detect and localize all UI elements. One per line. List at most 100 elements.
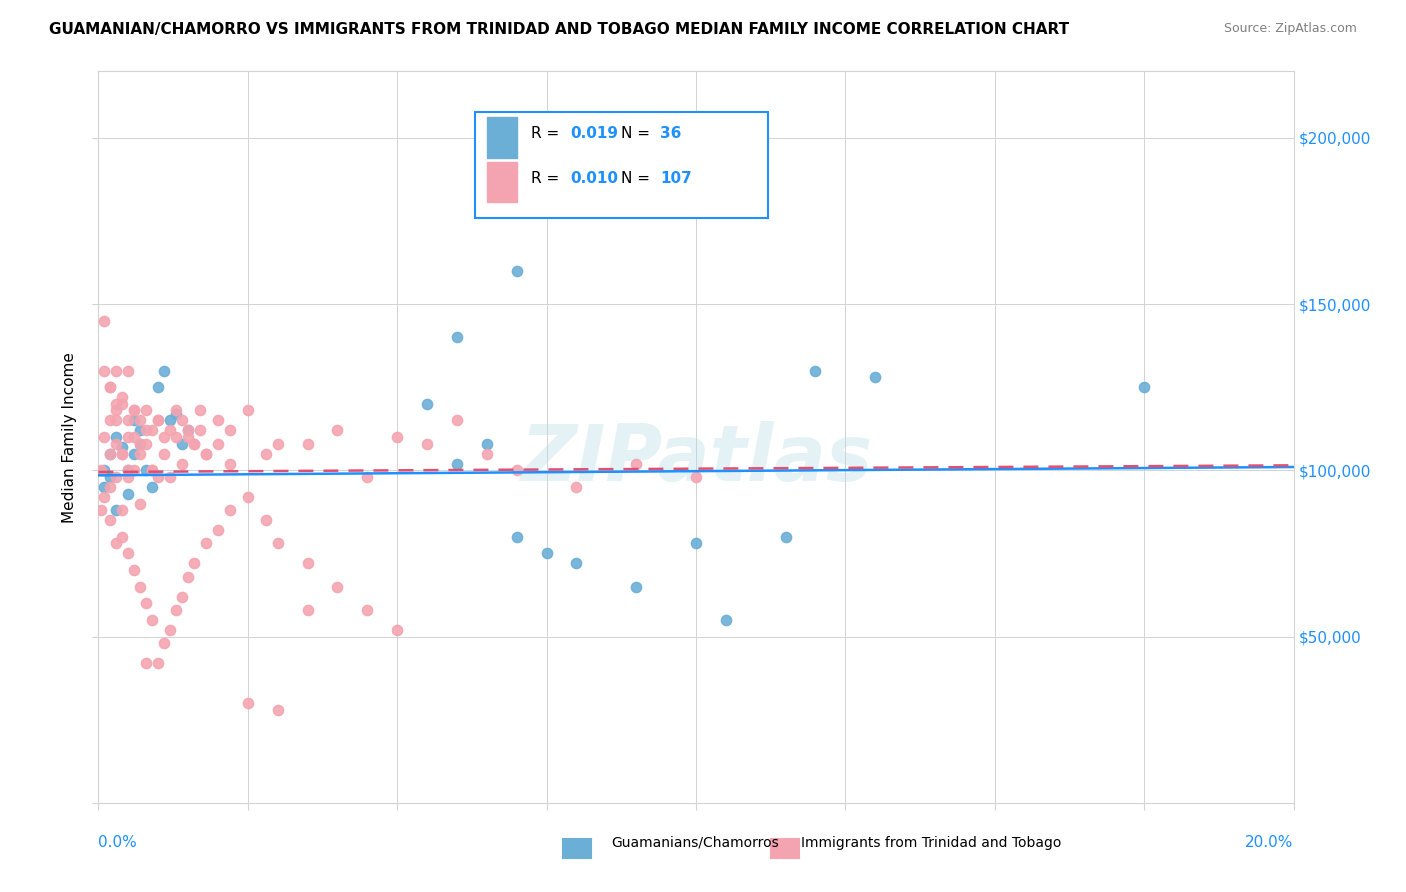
Point xyxy=(141,480,163,494)
Point xyxy=(565,480,588,494)
Point xyxy=(685,470,707,484)
Point xyxy=(177,424,200,438)
Point xyxy=(865,370,887,384)
Point xyxy=(446,330,468,344)
Point xyxy=(148,380,170,394)
Point xyxy=(177,424,200,438)
Text: Source: ZipAtlas.com: Source: ZipAtlas.com xyxy=(1223,22,1357,36)
Point xyxy=(183,557,205,571)
Bar xyxy=(486,162,517,202)
Point xyxy=(177,430,200,444)
Point xyxy=(165,407,187,421)
Point xyxy=(141,424,163,438)
Point xyxy=(98,447,122,461)
Point xyxy=(93,463,115,477)
Point xyxy=(117,463,139,477)
Point xyxy=(124,563,146,577)
Point xyxy=(111,397,134,411)
Point xyxy=(111,530,134,544)
Text: 0.010: 0.010 xyxy=(571,171,619,186)
Point xyxy=(111,390,134,404)
Point xyxy=(775,530,797,544)
Point xyxy=(1133,380,1156,394)
Point xyxy=(506,264,529,278)
Point xyxy=(105,363,128,377)
Point xyxy=(141,463,163,477)
Point xyxy=(188,403,211,417)
Point xyxy=(506,530,529,544)
Point xyxy=(356,603,378,617)
Point xyxy=(117,463,139,477)
Point xyxy=(195,536,218,550)
Point xyxy=(124,403,146,417)
Point xyxy=(105,413,128,427)
Point xyxy=(236,696,259,710)
Point xyxy=(117,546,139,560)
Point xyxy=(93,363,115,377)
Point xyxy=(416,436,439,450)
Point xyxy=(117,470,139,484)
Text: 20.0%: 20.0% xyxy=(1246,836,1294,850)
Text: ZIPatlas: ZIPatlas xyxy=(520,421,872,497)
Point xyxy=(141,613,163,627)
Point xyxy=(188,424,211,438)
Point xyxy=(153,636,176,650)
Point xyxy=(117,486,139,500)
Point xyxy=(153,363,176,377)
Point xyxy=(129,497,152,511)
Point xyxy=(135,436,157,450)
Text: 36: 36 xyxy=(661,127,682,142)
Point xyxy=(148,656,170,670)
Point xyxy=(93,490,115,504)
Point xyxy=(159,413,181,427)
Point xyxy=(536,546,558,560)
Point xyxy=(626,580,648,594)
Point xyxy=(135,656,157,670)
Point xyxy=(111,440,134,454)
Point xyxy=(153,430,176,444)
Point xyxy=(236,490,259,504)
Point xyxy=(326,580,349,594)
Point xyxy=(165,403,187,417)
Text: R =: R = xyxy=(531,127,564,142)
Point xyxy=(254,513,277,527)
Point xyxy=(93,314,115,328)
Bar xyxy=(475,112,768,218)
Point xyxy=(105,503,128,517)
Point xyxy=(124,413,146,427)
Point xyxy=(135,403,157,417)
Point xyxy=(117,413,139,427)
Point xyxy=(207,436,229,450)
Y-axis label: Median Family Income: Median Family Income xyxy=(62,351,77,523)
Point xyxy=(297,557,319,571)
Point xyxy=(141,463,163,477)
Point xyxy=(236,403,259,417)
Point xyxy=(254,447,277,461)
Text: 0.019: 0.019 xyxy=(571,127,619,142)
Point xyxy=(165,430,187,444)
Point xyxy=(98,480,122,494)
Point xyxy=(111,503,134,517)
Point xyxy=(93,430,115,444)
Point xyxy=(135,424,157,438)
Point xyxy=(105,470,128,484)
Point xyxy=(111,447,134,461)
Point xyxy=(183,436,205,450)
Text: Guamanians/Chamorros: Guamanians/Chamorros xyxy=(612,836,779,850)
Point xyxy=(446,457,468,471)
Point xyxy=(385,623,409,637)
Point xyxy=(90,503,112,517)
Point xyxy=(326,424,349,438)
Text: N =: N = xyxy=(620,127,655,142)
Point xyxy=(297,436,319,450)
Point xyxy=(129,436,152,450)
Text: 0.0%: 0.0% xyxy=(98,836,138,850)
Point xyxy=(93,480,115,494)
Point xyxy=(98,470,122,484)
Point xyxy=(129,580,152,594)
Point xyxy=(148,413,170,427)
Point xyxy=(475,436,498,450)
Point xyxy=(111,447,134,461)
Point xyxy=(129,413,152,427)
Point xyxy=(98,513,122,527)
